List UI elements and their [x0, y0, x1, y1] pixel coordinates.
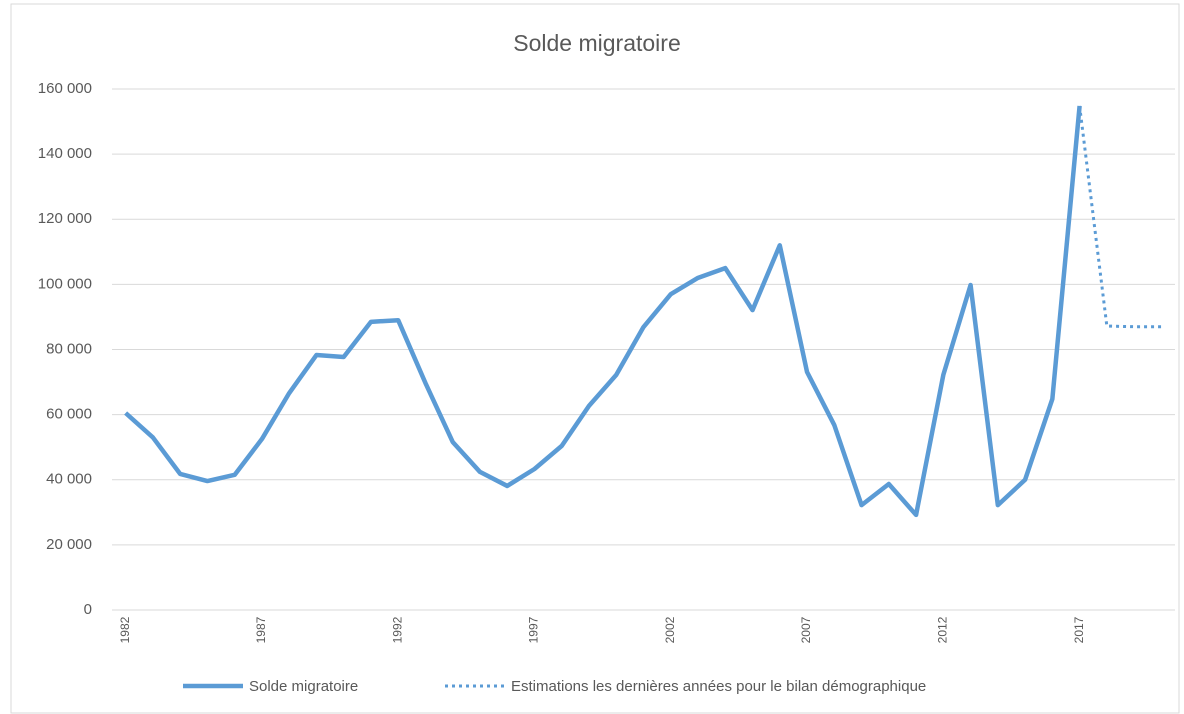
y-tick-label: 0: [84, 601, 92, 618]
legend-label: Estimations les dernières années pour le…: [511, 678, 926, 695]
legend-label: Solde migratoire: [249, 678, 358, 695]
x-tick-label: 2007: [799, 616, 813, 643]
y-tick-label: 140 000: [38, 145, 92, 162]
x-tick-label: 2017: [1072, 616, 1086, 643]
y-tick-label: 100 000: [38, 275, 92, 292]
y-tick-label: 40 000: [46, 471, 92, 488]
chart-border: [10, 3, 1180, 714]
y-tick-label: 80 000: [46, 340, 92, 357]
x-tick-label: 2002: [663, 616, 677, 643]
x-tick-label: 1997: [527, 616, 541, 643]
y-tick-label: 20 000: [46, 536, 92, 553]
chart-title: Solde migratoire: [513, 30, 680, 56]
x-tick-label: 1992: [390, 616, 404, 643]
line-series: [124, 105, 1082, 518]
y-tick-label: 120 000: [38, 210, 92, 227]
x-tick-label: 1982: [118, 616, 132, 643]
x-tick-label: 2012: [935, 616, 949, 643]
y-tick-label: 60 000: [46, 406, 92, 423]
x-tick-label: 1987: [254, 616, 268, 643]
y-tick-label: 160 000: [38, 80, 92, 97]
